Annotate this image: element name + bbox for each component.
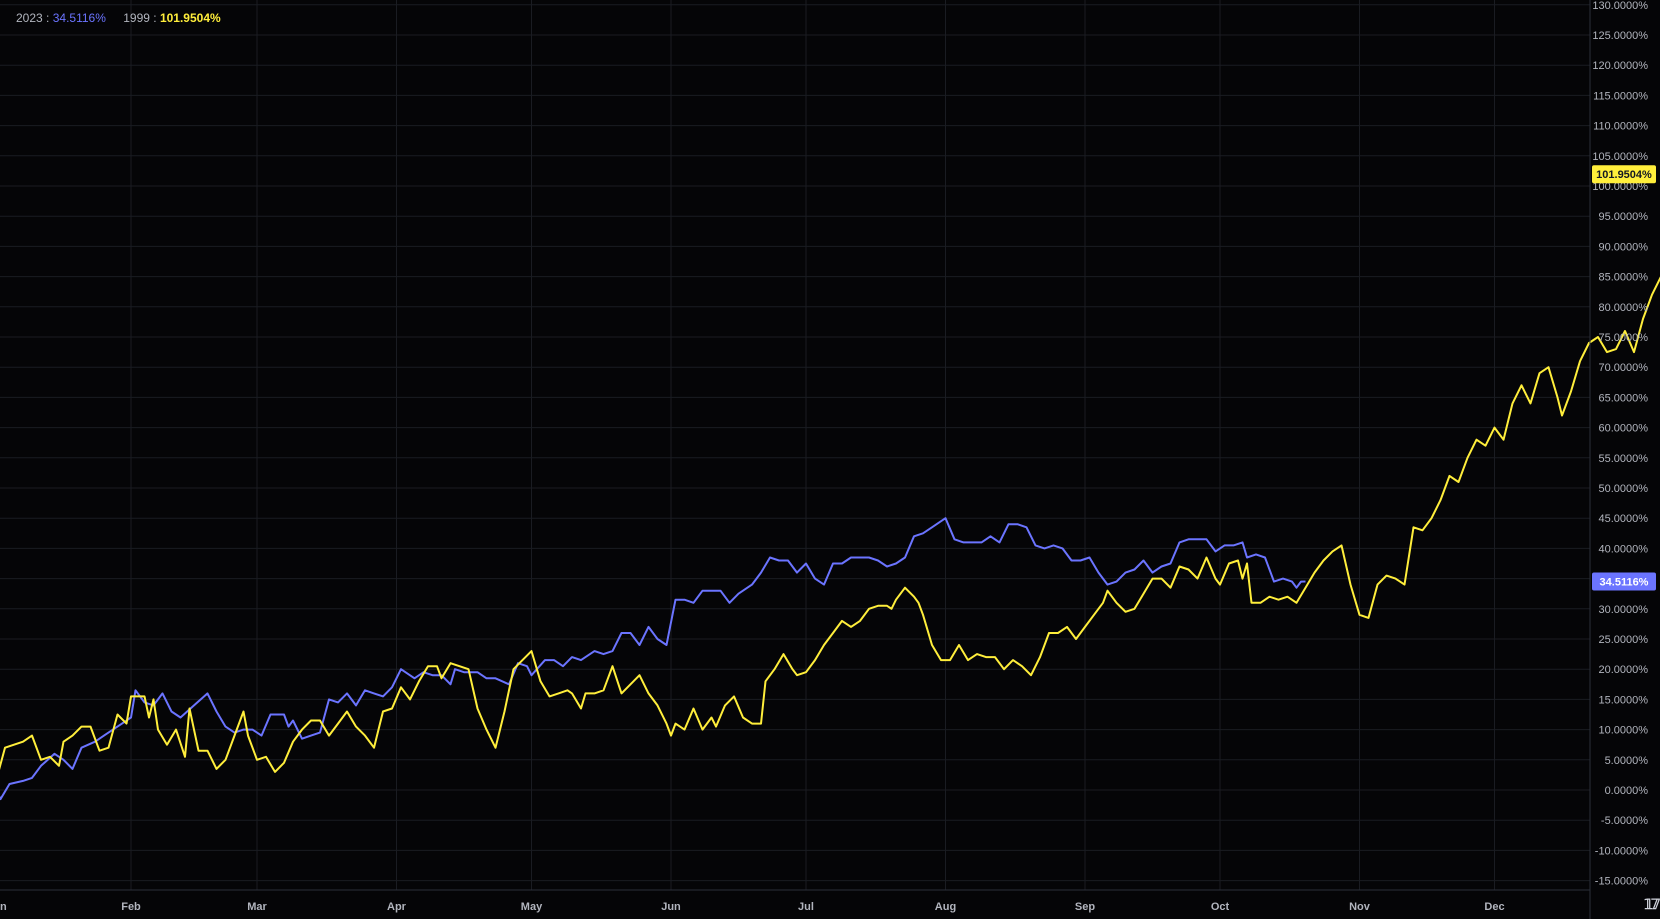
last-value-text-1999: 101.9504% (1596, 169, 1652, 181)
legend-item-1999[interactable]: 1999 : 101.9504% (123, 11, 221, 25)
y-tick-label: 50.0000% (1598, 483, 1648, 495)
y-tick-label: 20.0000% (1598, 664, 1648, 676)
y-tick-label: 30.0000% (1598, 604, 1648, 616)
y-tick-label: 60.0000% (1598, 423, 1648, 435)
y-tick-label: 55.0000% (1598, 453, 1648, 465)
y-tick-label: 25.0000% (1598, 634, 1648, 646)
tradingview-logo-icon[interactable]: 𝟙𝟟 (1644, 896, 1660, 912)
y-tick-label: 95.0000% (1598, 211, 1648, 223)
x-tick-label: Aug (935, 901, 956, 913)
last-value-badges: 101.9504% 34.5116% (1592, 165, 1656, 591)
chart-grid (0, 0, 1590, 890)
y-tick-label: 5.0000% (1605, 755, 1649, 767)
series-line-1999 (0, 276, 1660, 773)
y-tick-label: 70.0000% (1598, 362, 1648, 374)
y-tick-label: 90.0000% (1598, 241, 1648, 253)
x-tick-label: Dec (1484, 901, 1504, 913)
x-tick-label: Nov (1349, 901, 1371, 913)
last-value-badge-1999 (1592, 165, 1656, 184)
legend-value: 101.9504% (159, 11, 221, 25)
y-tick-label: 65.0000% (1598, 392, 1648, 404)
y-tick-label: 0.0000% (1605, 785, 1649, 797)
x-tick-label: Mar (247, 901, 267, 913)
y-tick-label: 130.0000% (1592, 0, 1648, 12)
y-tick-label: 110.0000% (1593, 121, 1648, 133)
y-tick-label: -5.0000% (1601, 815, 1648, 827)
legend-value: 34.5116% (52, 11, 106, 25)
y-tick-label: 40.0000% (1598, 543, 1648, 555)
y-tick-label: 15.0000% (1598, 694, 1648, 706)
y-tick-label: -10.0000% (1595, 845, 1648, 857)
y-tick-label: 100.0000% (1592, 181, 1648, 193)
last-value-badge-2023 (1592, 572, 1656, 591)
x-tick-label: Apr (387, 901, 407, 913)
x-tick-label: Sep (1075, 901, 1095, 913)
y-tick-label: -15.0000% (1595, 876, 1648, 888)
y-tick-label: 125.0000% (1592, 30, 1648, 42)
x-tick-label: May (521, 901, 543, 913)
chart-series (0, 276, 1660, 801)
y-tick-label: 120.0000% (1592, 60, 1648, 72)
x-tick-label: Feb (121, 901, 141, 913)
y-tick-label: 85.0000% (1598, 272, 1648, 284)
legend-item-2023[interactable]: 2023 : 34.5116% (16, 11, 106, 25)
y-tick-label: 75.0000% (1598, 332, 1648, 344)
legend-label: 2023 (16, 11, 43, 25)
y-tick-label: 45.0000% (1598, 513, 1648, 525)
y-tick-label: 105.0000% (1592, 151, 1648, 163)
x-tick-label: n (0, 901, 7, 913)
x-tick-label: Jul (798, 901, 814, 913)
series-line-2023 (0, 517, 1306, 801)
x-tick-label: Jun (661, 901, 681, 913)
y-tick-label: 115.0000% (1593, 90, 1648, 102)
chart-legend: 2023 : 34.5116% 1999 : 101.9504% (16, 11, 235, 25)
y-tick-label: 80.0000% (1598, 302, 1648, 314)
y-tick-label: 10.0000% (1598, 725, 1648, 737)
last-value-text-2023: 34.5116% (1600, 577, 1649, 589)
x-tick-label: Oct (1211, 901, 1230, 913)
legend-label: 1999 (123, 11, 150, 25)
